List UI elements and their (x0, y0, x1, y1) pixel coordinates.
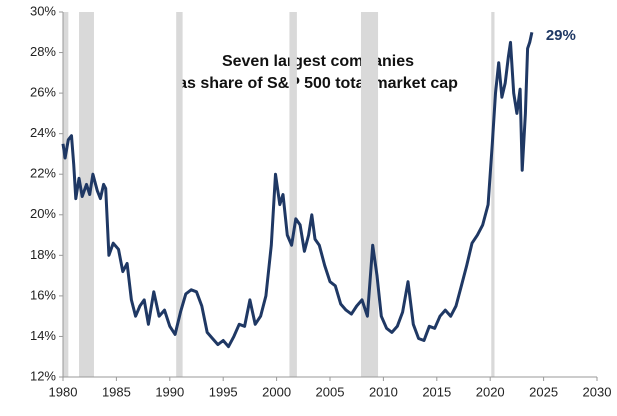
y-tick-label: 24% (30, 125, 56, 140)
y-tick-label: 30% (30, 3, 56, 18)
y-tick-label: 28% (30, 44, 56, 59)
recession-band (79, 12, 94, 377)
x-tick-label: 1990 (155, 384, 184, 399)
x-tick-label: 2005 (316, 384, 345, 399)
y-tick-label: 22% (30, 166, 56, 181)
x-tick-label: 1980 (49, 384, 78, 399)
recession-band (289, 12, 297, 377)
y-tick-label: 18% (30, 247, 56, 262)
data-line (61, 31, 534, 349)
y-tick-label: 14% (30, 328, 56, 343)
x-tick-label: 2010 (369, 384, 398, 399)
x-tick-label: 2000 (262, 384, 291, 399)
recession-band (491, 12, 495, 377)
y-tick-label: 16% (30, 287, 56, 302)
x-tick-label: 2020 (476, 384, 505, 399)
x-tick-label: 2015 (422, 384, 451, 399)
x-tick-label: 1985 (102, 384, 131, 399)
y-tick-label: 12% (30, 368, 56, 383)
x-tick-label: 2030 (583, 384, 612, 399)
recession-band (360, 12, 379, 377)
x-tick-label: 2025 (529, 384, 558, 399)
recession-band (63, 12, 69, 377)
x-tick-label: 1995 (209, 384, 238, 399)
end-label: 29% (546, 27, 576, 44)
y-tick-label: 26% (30, 85, 56, 100)
recession-band (176, 12, 183, 377)
chart-title: as share of S&P 500 total market cap (178, 75, 458, 92)
chart-title: Seven largest companies (222, 53, 414, 70)
y-tick-label: 20% (30, 206, 56, 221)
